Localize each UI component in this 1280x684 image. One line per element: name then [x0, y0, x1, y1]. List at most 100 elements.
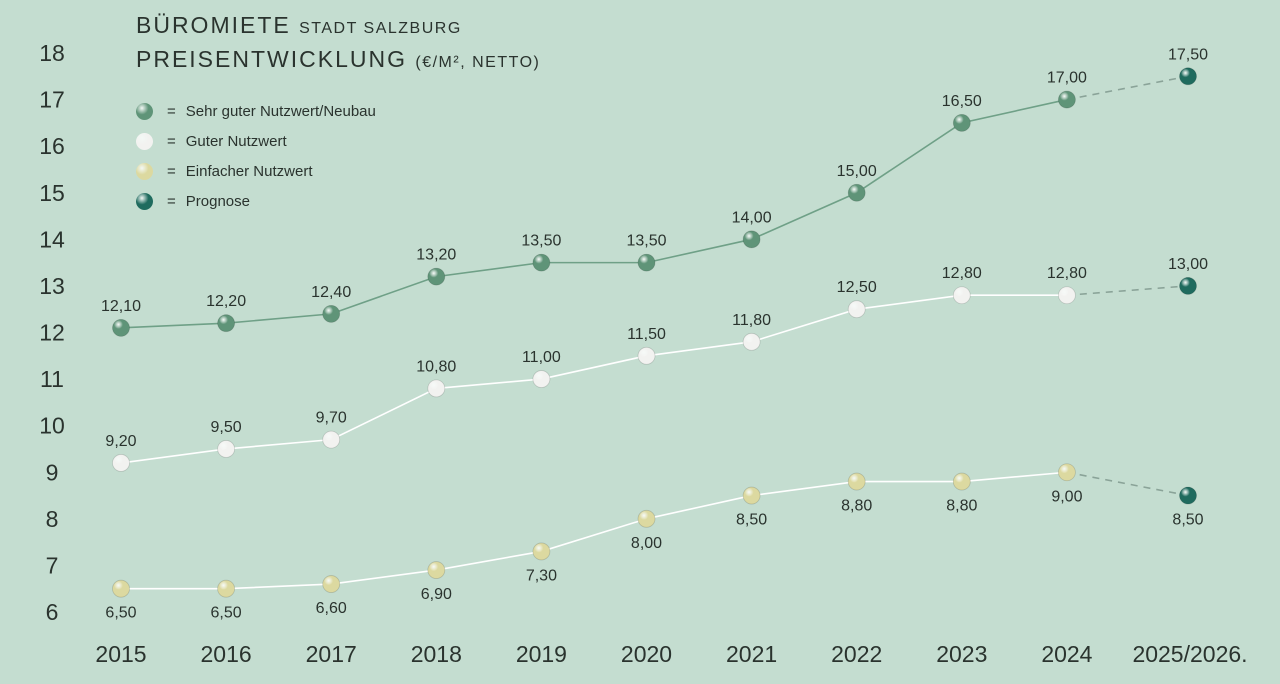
x-tick-label: 2019	[516, 641, 567, 667]
data-point	[637, 346, 656, 365]
data-label: 12,80	[942, 265, 982, 282]
data-label: 12,40	[311, 284, 351, 301]
x-tick-label: 2017	[306, 641, 357, 667]
y-tick-label: 15	[39, 180, 65, 206]
data-point	[1179, 277, 1197, 295]
data-point	[952, 472, 971, 491]
data-point	[427, 267, 446, 286]
data-label: 13,50	[626, 233, 666, 250]
y-tick-label: 6	[46, 599, 59, 625]
data-label: 12,20	[206, 293, 246, 310]
legend-label: Sehr guter Nutzwert/Neubau	[185, 102, 376, 120]
data-label: 12,80	[1047, 265, 1087, 282]
data-label: 11,00	[522, 349, 561, 366]
title-main: BÜROMIETE	[136, 12, 291, 38]
y-tick-label: 8	[46, 506, 59, 532]
data-point	[1179, 486, 1197, 505]
data-label: 6,50	[211, 605, 242, 622]
data-point	[637, 253, 656, 272]
data-label: 15,00	[837, 163, 877, 180]
data-point	[952, 286, 971, 305]
legend-marker-icon	[136, 192, 153, 210]
x-tick-label: 2024	[1041, 641, 1092, 667]
x-tick-label: 2022	[831, 641, 882, 667]
legend: = Sehr guter Nutzwert/Neubau = Guter Nutzwe…	[136, 96, 376, 216]
legend-marker-icon	[136, 102, 153, 120]
data-point	[427, 379, 446, 398]
legend-label: Guter Nutzwert	[185, 132, 287, 150]
y-tick-label: 9	[46, 459, 59, 485]
legend-item: = Prognose	[136, 186, 376, 216]
data-label: 11,50	[627, 326, 666, 343]
data-point	[1058, 463, 1076, 482]
data-point	[637, 509, 656, 528]
x-tick-label: 2016	[201, 641, 252, 667]
data-point	[952, 113, 971, 132]
data-label: 9,70	[316, 410, 347, 427]
y-tick-label: 14	[39, 226, 65, 252]
legend-label: Prognose	[185, 192, 250, 210]
data-point	[847, 472, 866, 491]
data-label: 8,00	[631, 535, 662, 552]
x-tick-label: 2015	[95, 641, 146, 667]
data-label: 17,50	[1168, 46, 1208, 63]
data-label: 12,50	[837, 279, 877, 296]
data-label: 14,00	[732, 209, 772, 226]
data-point	[112, 454, 130, 472]
forecast-dash-1	[1066, 285, 1189, 297]
data-label: 8,50	[736, 512, 767, 529]
y-tick-label: 17	[39, 87, 65, 113]
series-line-2	[121, 471, 1067, 590]
legend-marker-icon	[136, 162, 153, 180]
data-point	[847, 300, 866, 319]
legend-label: Einfacher Nutzwert	[185, 162, 313, 180]
legend-item: = Sehr guter Nutzwert/Neubau	[136, 96, 376, 126]
data-point	[217, 579, 236, 598]
data-point	[112, 579, 130, 598]
data-point	[532, 370, 551, 388]
forecast-dash-2	[1066, 471, 1189, 497]
data-label: 8,50	[1172, 512, 1203, 529]
data-label: 13,20	[416, 247, 456, 264]
y-tick-label: 10	[39, 413, 65, 439]
data-label: 17,00	[1047, 70, 1087, 87]
data-point	[847, 183, 866, 202]
data-label: 16,50	[942, 93, 982, 110]
data-label: 13,00	[1168, 256, 1208, 273]
data-point	[217, 440, 236, 458]
legend-item: = Guter Nutzwert	[136, 126, 376, 156]
data-point	[742, 486, 761, 505]
chart-title: BÜROMIETE STADT SALZBURG PREISENTWICKLUN…	[136, 10, 540, 78]
data-point	[427, 561, 446, 579]
y-tick-label: 12	[39, 320, 65, 346]
data-label: 9,20	[105, 433, 136, 450]
data-label: 11,80	[732, 312, 771, 329]
y-tick-label: 13	[39, 273, 65, 299]
data-label: 8,80	[946, 498, 977, 515]
x-tick-label: 2018	[411, 641, 462, 667]
legend-equals: =	[167, 192, 176, 210]
data-label: 9,00	[1051, 488, 1082, 505]
data-point	[532, 542, 551, 561]
y-tick-label: 11	[40, 366, 64, 392]
data-point	[322, 304, 341, 323]
data-label: 10,80	[416, 358, 456, 375]
data-point	[1058, 90, 1076, 109]
data-point	[1058, 286, 1076, 305]
data-label: 9,50	[211, 419, 242, 436]
data-point	[1179, 67, 1197, 86]
x-tick-label: 2020	[621, 641, 672, 667]
data-label: 6,90	[421, 586, 452, 603]
y-tick-label: 16	[39, 133, 65, 159]
x-tick-label: 2025/2026.	[1132, 641, 1247, 667]
y-tick-label: 18	[39, 40, 65, 66]
data-point	[742, 332, 761, 351]
title-suffix: STADT SALZBURG	[299, 20, 462, 37]
x-tick-label: 2023	[936, 641, 987, 667]
data-label: 12,10	[101, 298, 141, 315]
series-line-0	[120, 98, 1068, 329]
data-label: 6,60	[316, 600, 347, 617]
data-label: 7,30	[526, 567, 557, 584]
subtitle-main: PREISENTWICKLUNG	[136, 46, 407, 72]
data-point	[322, 430, 341, 449]
